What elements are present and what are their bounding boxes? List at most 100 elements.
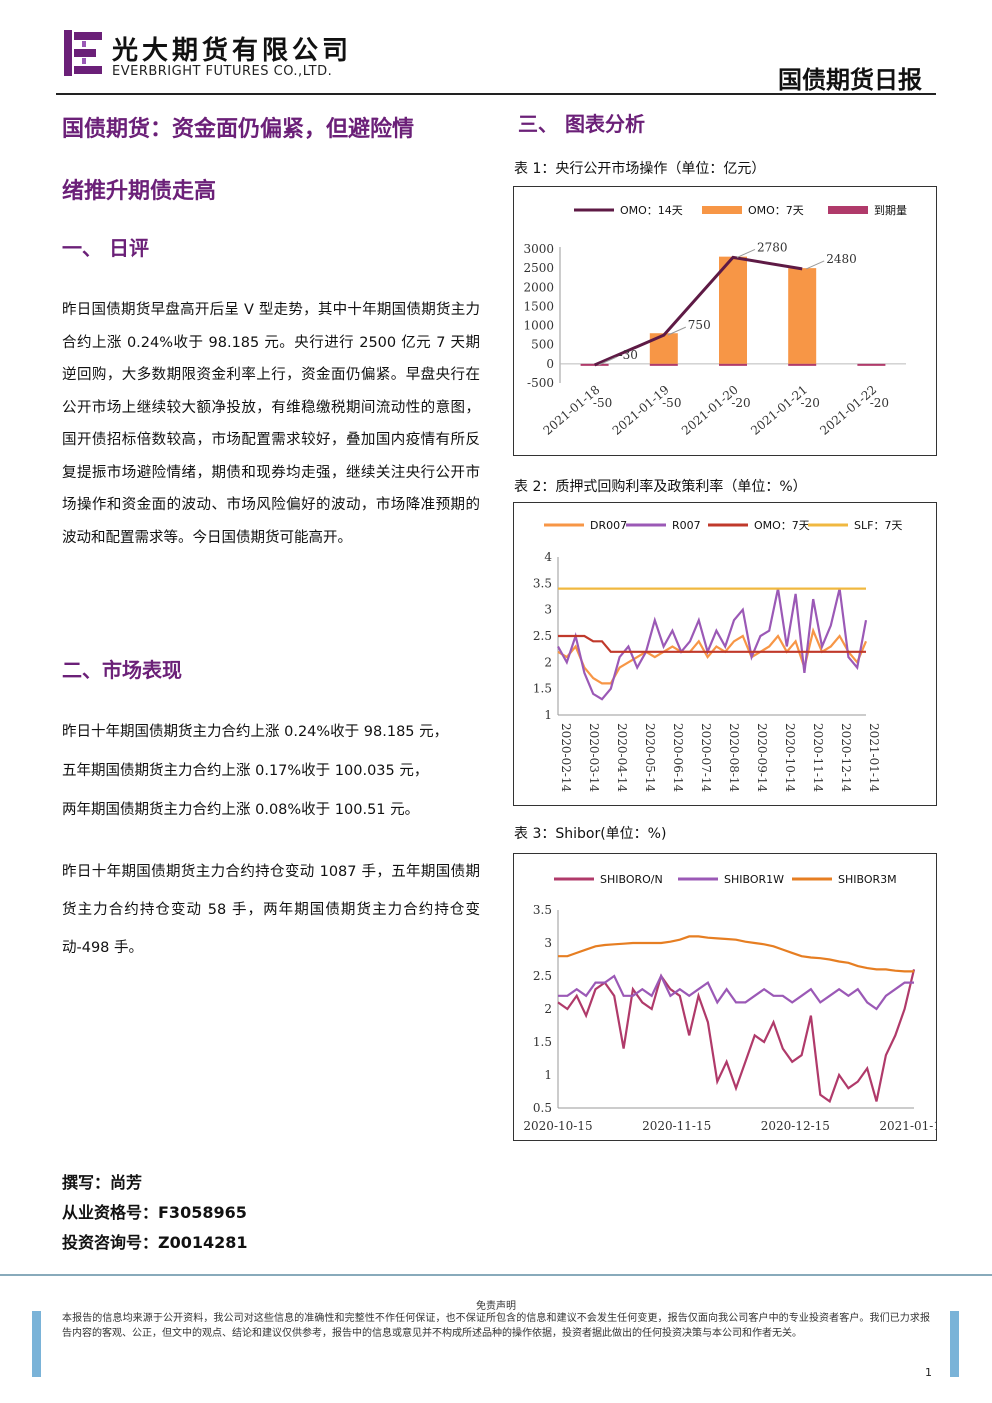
company-logo-icon bbox=[62, 28, 104, 78]
chart3-legend-label-0: SHIBORO/N bbox=[600, 873, 663, 886]
chart1-data-label-2: 2780 bbox=[757, 240, 788, 254]
chart2-x-tick-3: 2020-05-14 bbox=[643, 723, 657, 793]
chart3-series-line-1 bbox=[558, 973, 914, 1011]
chart1-y-tick-5: 500 bbox=[531, 338, 554, 352]
chart1-data-label-3: 2480 bbox=[826, 252, 857, 266]
chart2-y-tick-5: 1.5 bbox=[533, 682, 552, 696]
chart2-x-tick-11: 2021-01-14 bbox=[867, 723, 881, 793]
chart1-y-tick-6: 0 bbox=[546, 357, 554, 371]
chart1-x-tick-4: 2021-01-22 bbox=[817, 383, 879, 438]
chart3-legend-label-1: SHIBOR1W bbox=[724, 873, 784, 886]
footer-divider bbox=[0, 1274, 992, 1276]
open-interest-text: 昨日十年期国债期货主力合约持仓变动 1087 手，五年期国债期货主力合约持仓变动… bbox=[62, 864, 480, 956]
chart1-bar-expiry-2 bbox=[719, 363, 747, 366]
chart3-y-tick-6: 0.5 bbox=[533, 1101, 552, 1115]
page-number: 1 bbox=[925, 1366, 932, 1379]
chart3-y-tick-5: 1 bbox=[544, 1068, 552, 1082]
chart1-x-value-0: -50 bbox=[593, 396, 612, 410]
chart1-y-tick-1: 2500 bbox=[523, 261, 554, 275]
chart2-y-tick-6: 1 bbox=[544, 708, 552, 722]
chart3-series-line-0 bbox=[557, 969, 916, 1104]
section-heading-chart-analysis: 三、 图表分析 bbox=[518, 112, 645, 136]
chart1-y-tick-7: -500 bbox=[527, 376, 554, 390]
chart1-bar-omo7-2 bbox=[719, 256, 747, 364]
chart1-x-value-3: -20 bbox=[801, 396, 820, 410]
section-heading-daily-review: 一、 日评 bbox=[62, 236, 149, 260]
chart1-x-tick-2: 2021-01-20 bbox=[679, 383, 741, 438]
chart2-x-tick-9: 2020-11-14 bbox=[811, 723, 825, 793]
disclaimer-title: 免责声明 bbox=[476, 1301, 516, 1312]
chart3-y-tick-2: 2.5 bbox=[533, 969, 552, 983]
chart2-x-tick-0: 2020-02-14 bbox=[559, 723, 573, 793]
company-name-cn: 光大期货有限公司 bbox=[112, 36, 353, 66]
chart1-x-tick-0: 2021-01-18 bbox=[541, 383, 603, 438]
chart3-caption: 表 3：Shibor(单位：%) bbox=[514, 826, 667, 842]
chart1-legend-label-2: 到期量 bbox=[874, 204, 907, 217]
company-name-en: EVERBRIGHT FUTURES CO.,LTD. bbox=[112, 64, 333, 79]
chart1-caption: 表 1：央行公开市场操作（单位：亿元） bbox=[514, 161, 766, 177]
chart3-y-tick-1: 3 bbox=[544, 936, 552, 950]
chart1-legend-swatch-2 bbox=[828, 206, 868, 214]
chart2-series-line-2 bbox=[558, 634, 866, 653]
chart1-label-leader-0 bbox=[598, 356, 617, 366]
chart1-x-tick-3: 2021-01-21 bbox=[748, 383, 810, 438]
chart1-y-tick-2: 2000 bbox=[523, 280, 554, 294]
chart1-bar-expiry-4 bbox=[857, 363, 886, 366]
chart2-y-tick-2: 3 bbox=[544, 603, 552, 617]
report-type-title: 国债期货日报 bbox=[778, 66, 922, 94]
chart1-y-tick-3: 1500 bbox=[523, 299, 554, 313]
chart2-x-tick-2: 2020-04-14 bbox=[615, 723, 629, 793]
chart2-frame: DR007 R007 OMO：7天 SLF：7天 4 3.5 3 2.5 2 1.5 1 2020-0… bbox=[513, 502, 937, 806]
chart2-series-line-1 bbox=[557, 588, 868, 701]
chart1-x-value-2: -20 bbox=[731, 396, 750, 410]
chart2-legend-label-3: SLF：7天 bbox=[854, 519, 902, 532]
chart1-data-label-0: -30 bbox=[619, 348, 638, 362]
chart2-caption: 表 2：质押式回购利率及政策利率（单位：%） bbox=[514, 479, 807, 495]
chart3-x-tick-0: 2020-10-15 bbox=[523, 1119, 592, 1133]
chart1-x-value-4: -20 bbox=[870, 396, 889, 410]
chart3-x-tick-1: 2020-11-15 bbox=[642, 1119, 711, 1133]
chart1-data-label-1: 750 bbox=[688, 318, 711, 332]
chart1-label-leader-2 bbox=[736, 248, 756, 258]
chart2-x-tick-8: 2020-10-14 bbox=[783, 723, 797, 793]
chart3-x-tick-2: 2020-12-15 bbox=[761, 1119, 830, 1133]
chart1-legend-label-0: OMO：14天 bbox=[620, 204, 683, 217]
chart1-y-tick-4: 1000 bbox=[523, 319, 554, 333]
author-license-number: 从业资格号：F3058965 bbox=[62, 1203, 247, 1222]
chart2-repo-rates: DR007 R007 OMO：7天 SLF：7天 4 3.5 3 2.5 2 1.5 1 2020-0… bbox=[533, 519, 903, 793]
disclaimer-text: 本报告的信息均来源于公开资料，我公司对这些信息的准确性和完整性不作任何保证，也不… bbox=[62, 1313, 930, 1339]
chart1-y-tick-0: 3000 bbox=[523, 242, 554, 256]
chart2-legend-label-2: OMO：7天 bbox=[754, 519, 810, 532]
market-performance-lines: 昨日十年期国债期货主力合约上涨 0.24%收于 98.185 元， 五年期国债期… bbox=[62, 713, 492, 830]
chart1-legend-label-1: OMO：7天 bbox=[748, 204, 804, 217]
chart1-line-omo14 bbox=[594, 255, 803, 367]
chart1-x-value-1: -50 bbox=[662, 396, 681, 410]
chart1-x-tick-1: 2021-01-19 bbox=[610, 383, 672, 438]
footer-left-accent bbox=[32, 1311, 41, 1377]
chart2-y-tick-0: 4 bbox=[544, 550, 552, 564]
chart3-y-tick-4: 1.5 bbox=[533, 1035, 552, 1049]
chart3-y-tick-3: 2 bbox=[544, 1002, 552, 1016]
performance-line-10y: 昨日十年期国债期货主力合约上涨 0.24%收于 98.185 元， bbox=[62, 724, 449, 740]
chart2-x-tick-7: 2020-09-14 bbox=[755, 723, 769, 793]
chart1-label-leader-3 bbox=[805, 260, 825, 270]
header-divider bbox=[56, 93, 936, 95]
chart2-y-tick-4: 2 bbox=[544, 655, 552, 669]
chart2-legend-label-1: R007 bbox=[672, 519, 701, 532]
chart1-legend-swatch-1 bbox=[702, 206, 742, 214]
chart2-y-tick-3: 2.5 bbox=[533, 629, 552, 643]
chart2-x-tick-1: 2020-03-14 bbox=[587, 723, 601, 793]
article-title-line-2: 绪推升期债走高 bbox=[62, 179, 217, 204]
chart2-x-tick-10: 2020-12-14 bbox=[839, 723, 853, 793]
daily-review-text: 昨日国债期货早盘高开后呈 V 型走势，其中十年期国债期货主力合约上涨 0.24%… bbox=[62, 302, 480, 546]
chart1-omo-operations: OMO：14天 OMO：7天 到期量 3000 2500 2000 1500 1000 500 0… bbox=[523, 204, 907, 438]
article-title: 国债期货：资金面仍偏紧，但避险情 绪推升期债走高 bbox=[62, 102, 492, 220]
chart3-series-line-2 bbox=[558, 935, 914, 973]
performance-line-5y: 五年期国债期货主力合约上涨 0.17%收于 100.035 元， bbox=[62, 763, 429, 779]
chart1-bar-expiry-1 bbox=[649, 363, 678, 366]
chart1-bar-expiry-3 bbox=[788, 363, 817, 366]
chart2-legend-label-0: DR007 bbox=[590, 519, 627, 532]
chart3-y-tick-0: 3.5 bbox=[533, 903, 552, 917]
chart3-x-tick-3: 2021-01-15 bbox=[879, 1119, 936, 1133]
chart2-x-tick-5: 2020-07-14 bbox=[699, 723, 713, 793]
